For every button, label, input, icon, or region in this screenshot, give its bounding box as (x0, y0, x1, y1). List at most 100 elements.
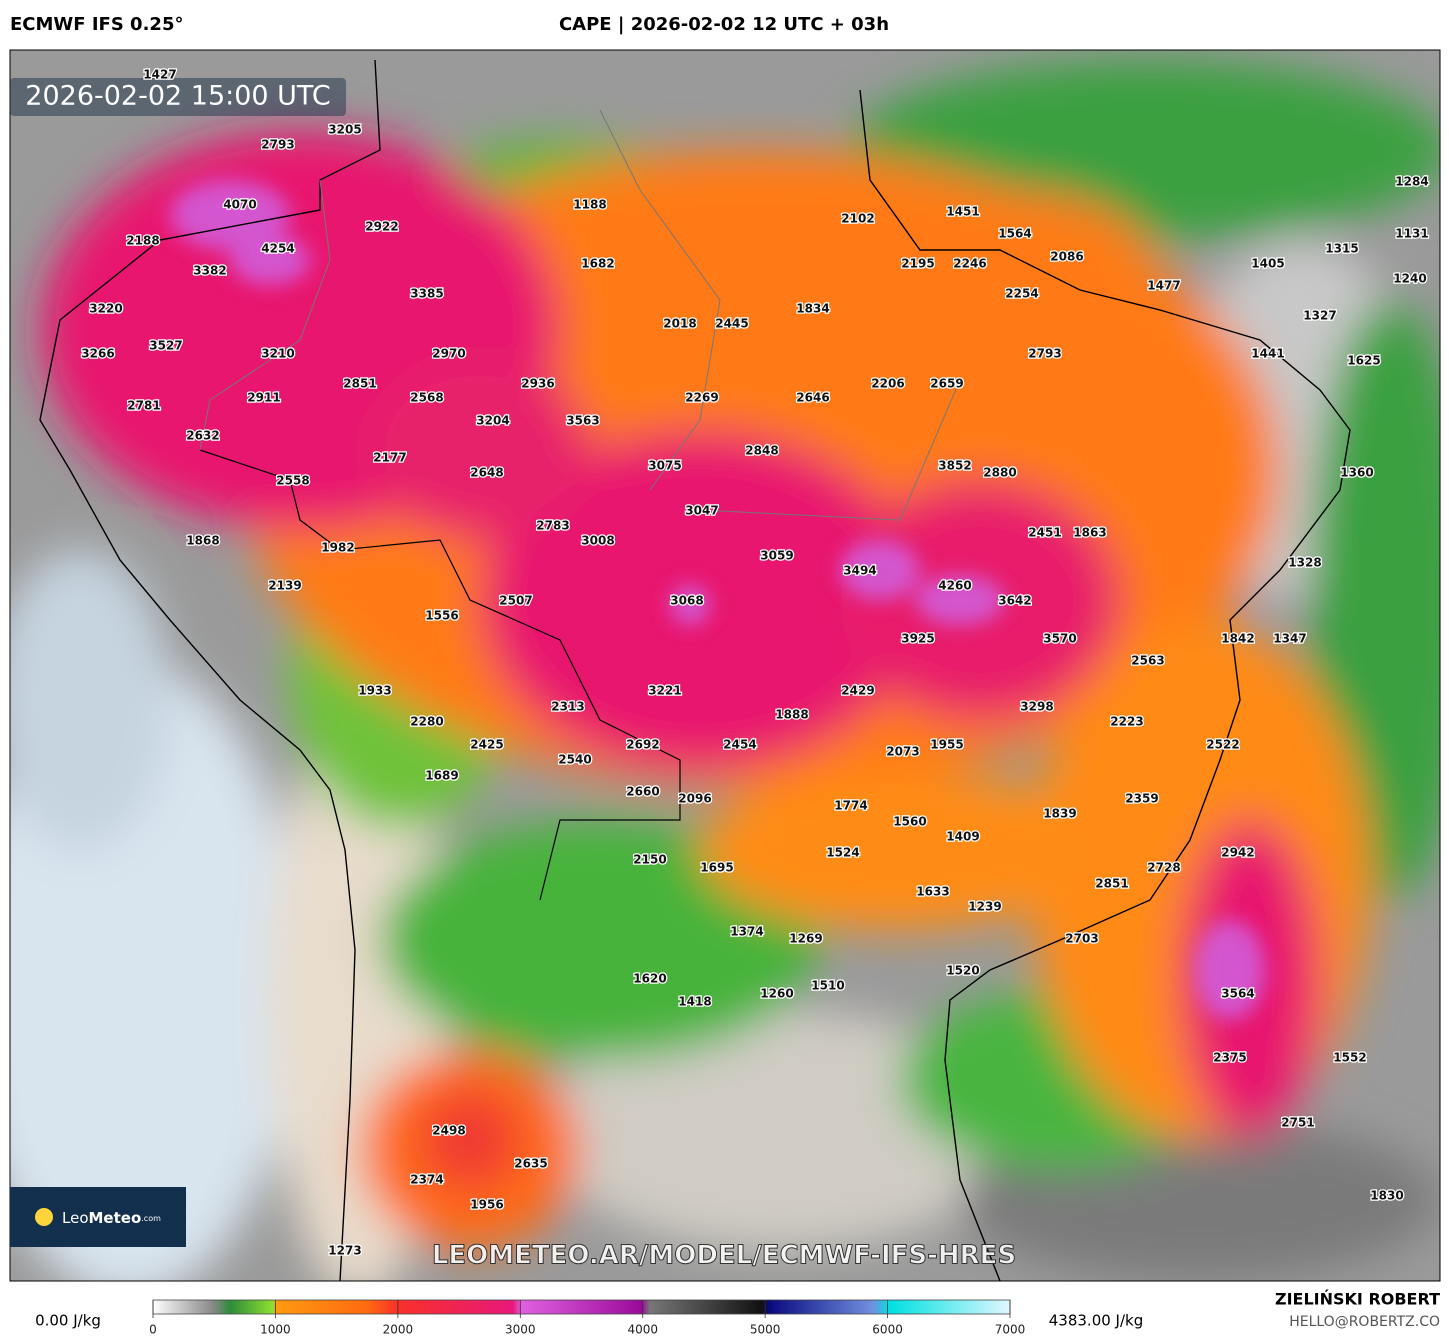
value-label: 1955 (930, 738, 963, 752)
value-label: 2073 (886, 745, 919, 759)
value-label: 1360 (1340, 466, 1373, 480)
map (10, 50, 1440, 1281)
logo: LeoMeteo.com (62, 1209, 161, 1227)
value-label: 2648 (470, 466, 503, 480)
value-label: 2970 (432, 347, 465, 361)
value-label: 3642 (998, 594, 1031, 608)
legend-max: 4383.00 J/kg (1049, 1312, 1143, 1330)
value-label: 1564 (998, 227, 1031, 241)
value-label: 1327 (1303, 309, 1336, 323)
value-label: 2632 (186, 429, 219, 443)
value-label: 1441 (1251, 347, 1284, 361)
value-label: 2429 (841, 684, 874, 698)
value-label: 2498 (432, 1124, 465, 1138)
value-label: 2659 (930, 377, 963, 391)
value-label: 3382 (193, 264, 226, 278)
value-label: 2793 (1028, 347, 1061, 361)
value-label: 2374 (410, 1173, 443, 1187)
value-label: 3075 (648, 459, 681, 473)
value-label: 2280 (410, 715, 443, 729)
value-label: 3266 (81, 347, 114, 361)
value-label: 1405 (1251, 257, 1284, 271)
value-label: 2851 (1095, 877, 1128, 891)
value-label: 2558 (276, 474, 309, 488)
value-label: 2177 (373, 451, 406, 465)
value-label: 2096 (678, 792, 711, 806)
value-label: 1863 (1073, 526, 1106, 540)
value-label: 1347 (1273, 632, 1306, 646)
value-label: 1409 (946, 830, 979, 844)
value-label: 2646 (796, 391, 829, 405)
value-label: 1956 (470, 1198, 503, 1212)
value-label: 2195 (901, 257, 934, 271)
email: HELLO@ROBERTZ.CO (1289, 1314, 1440, 1330)
timestamp-box (10, 78, 346, 116)
value-label: 1842 (1221, 632, 1254, 646)
value-label: 1260 (760, 987, 793, 1001)
value-label: 2223 (1110, 715, 1143, 729)
colorbar (152, 1299, 1011, 1315)
colorbar-tick-label: 0 (149, 1323, 157, 1337)
value-label: 2563 (1131, 654, 1164, 668)
logo-name: Leo (62, 1209, 89, 1227)
value-label: 2880 (983, 466, 1016, 480)
colorbar-tick-label: 2000 (383, 1323, 414, 1337)
value-label: 1625 (1347, 354, 1380, 368)
colorbar-tick-label: 5000 (750, 1323, 781, 1337)
colorbar-tick-label: 1000 (260, 1323, 291, 1337)
value-label: 1560 (893, 815, 926, 829)
value-label: 3570 (1043, 632, 1076, 646)
value-label: 4070 (223, 198, 256, 212)
value-label: 1552 (1333, 1051, 1366, 1065)
value-label: 2359 (1125, 792, 1158, 806)
value-label: 1774 (834, 799, 867, 813)
value-label: 3563 (566, 414, 599, 428)
value-label: 2522 (1206, 738, 1239, 752)
value-label: 2922 (365, 220, 398, 234)
value-label: 2425 (470, 738, 503, 752)
value-label: 2454 (723, 738, 756, 752)
value-label: 1451 (946, 205, 979, 219)
value-label: 2254 (1005, 287, 1038, 301)
value-label: 1689 (425, 769, 458, 783)
value-label: 1982 (321, 541, 354, 555)
value-label: 2635 (514, 1157, 547, 1171)
value-label: 1477 (1147, 279, 1180, 293)
value-label: 1131 (1395, 227, 1428, 241)
value-label: 2451 (1028, 526, 1061, 540)
value-label: 2313 (551, 700, 584, 714)
watermark: LEOMETEO.AR/MODEL/ECMWF-IFS-HRES (432, 1241, 1016, 1271)
value-label: 2911 (247, 391, 280, 405)
value-label: 2150 (633, 853, 666, 867)
value-label: 1834 (796, 302, 829, 316)
value-labels: 1427 3205 2793 4070 2922 1188 2102 1451 1284 2188… (80, 66, 1430, 1259)
value-label: 1374 (730, 925, 763, 939)
value-label: 2086 (1050, 250, 1083, 264)
value-label: 3852 (938, 459, 971, 473)
value-label: 2188 (126, 234, 159, 248)
value-label: 2568 (410, 391, 443, 405)
value-label: 2018 (663, 317, 696, 331)
value-label: 3220 (89, 302, 122, 316)
value-label: 3059 (760, 549, 793, 563)
value-label: 2781 (127, 399, 160, 413)
value-label: 2692 (626, 738, 659, 752)
colorbar-tick-label: 3000 (505, 1323, 536, 1337)
value-label: 1524 (826, 846, 859, 860)
value-label: 2375 (1213, 1051, 1246, 1065)
model-label: ECMWF IFS 0.25° (10, 14, 183, 35)
value-label: 2936 (521, 377, 554, 391)
logo-bold: Meteo (89, 1209, 142, 1227)
value-label: 2728 (1147, 861, 1180, 875)
value-label: 2851 (343, 377, 376, 391)
value-label: 3564 (1221, 987, 1254, 1001)
colorbar-tick-label: 6000 (872, 1323, 903, 1337)
value-label: 1933 (358, 684, 391, 698)
value-label: 1682 (581, 257, 614, 271)
value-label: 3204 (476, 414, 509, 428)
value-label: 1427 (143, 68, 176, 82)
value-label: 1888 (775, 708, 808, 722)
value-label: 1240 (1393, 272, 1426, 286)
